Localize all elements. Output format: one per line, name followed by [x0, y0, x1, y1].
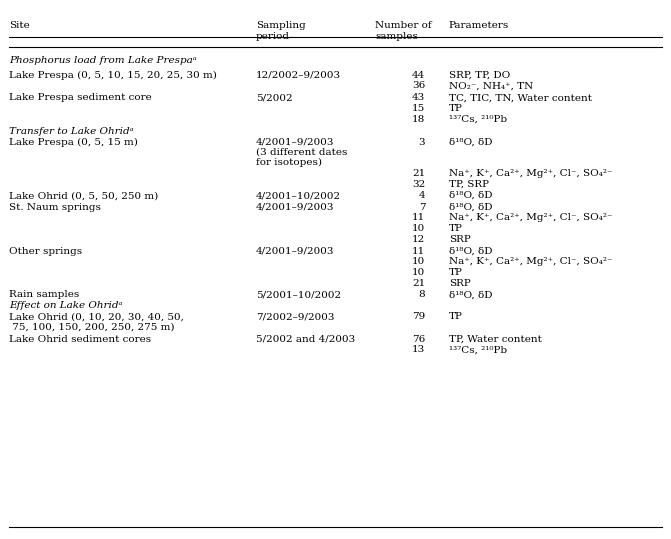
Text: 21: 21 [412, 279, 425, 288]
Text: TP: TP [449, 312, 462, 321]
Text: 76: 76 [412, 335, 425, 343]
Text: 18: 18 [412, 115, 425, 124]
Text: 4/2001–9/2003: 4/2001–9/2003 [256, 203, 334, 212]
Text: ¹³⁷Cs, ²¹⁰Pb: ¹³⁷Cs, ²¹⁰Pb [449, 115, 507, 124]
Text: TP: TP [449, 224, 462, 233]
Text: Na⁺, K⁺, Ca²⁺, Mg²⁺, Cl⁻, SO₄²⁻: Na⁺, K⁺, Ca²⁺, Mg²⁺, Cl⁻, SO₄²⁻ [449, 257, 612, 266]
Text: 4: 4 [419, 191, 425, 200]
Text: 10: 10 [412, 224, 425, 233]
Text: SRP: SRP [449, 235, 470, 244]
Text: 15: 15 [412, 104, 425, 113]
Text: Lake Prespa (0, 5, 15 m): Lake Prespa (0, 5, 15 m) [9, 138, 138, 147]
Text: 8: 8 [419, 291, 425, 299]
Text: 32: 32 [412, 180, 425, 189]
Text: TP, SRP: TP, SRP [449, 180, 488, 189]
Text: 13: 13 [412, 345, 425, 354]
Text: 5/2001–10/2002: 5/2001–10/2002 [256, 291, 341, 299]
Text: TP: TP [449, 268, 462, 277]
Text: 44: 44 [412, 71, 425, 80]
Text: 10: 10 [412, 257, 425, 266]
Text: Other springs: Other springs [9, 246, 83, 255]
Text: TC, TIC, TN, Water content: TC, TIC, TN, Water content [449, 93, 592, 102]
Text: Lake Ohrid (0, 10, 20, 30, 40, 50,: Lake Ohrid (0, 10, 20, 30, 40, 50, [9, 312, 185, 321]
Text: Phosphorus load from Lake Prespaᵃ: Phosphorus load from Lake Prespaᵃ [9, 56, 197, 65]
Text: 4/2001–10/2002: 4/2001–10/2002 [256, 191, 341, 200]
Text: TP: TP [449, 104, 462, 113]
Text: for isotopes): for isotopes) [256, 157, 321, 167]
Text: 5/2002: 5/2002 [256, 93, 293, 102]
Text: 4/2001–9/2003: 4/2001–9/2003 [256, 138, 334, 147]
Text: Parameters: Parameters [449, 22, 509, 30]
Text: SRP, TP, DO: SRP, TP, DO [449, 71, 510, 80]
Text: δ¹⁸O, δD: δ¹⁸O, δD [449, 191, 492, 200]
Text: 3: 3 [419, 138, 425, 147]
Text: 12: 12 [412, 235, 425, 244]
Text: 11: 11 [412, 213, 425, 223]
Text: δ¹⁸O, δD: δ¹⁸O, δD [449, 291, 492, 299]
Text: 43: 43 [412, 93, 425, 102]
Text: ¹³⁷Cs, ²¹⁰Pb: ¹³⁷Cs, ²¹⁰Pb [449, 345, 507, 354]
Text: NO₂⁻, NH₄⁺, TN: NO₂⁻, NH₄⁺, TN [449, 81, 533, 90]
Text: Na⁺, K⁺, Ca²⁺, Mg²⁺, Cl⁻, SO₄²⁻: Na⁺, K⁺, Ca²⁺, Mg²⁺, Cl⁻, SO₄²⁻ [449, 169, 612, 178]
Text: Lake Prespa sediment core: Lake Prespa sediment core [9, 93, 152, 102]
Text: St. Naum springs: St. Naum springs [9, 203, 101, 212]
Text: Effect on Lake Ohridᵃ: Effect on Lake Ohridᵃ [9, 301, 123, 310]
Text: 11: 11 [412, 246, 425, 255]
Text: 12/2002–9/2003: 12/2002–9/2003 [256, 71, 341, 80]
Text: (3 different dates: (3 different dates [256, 148, 347, 157]
Text: Lake Ohrid (0, 5, 50, 250 m): Lake Ohrid (0, 5, 50, 250 m) [9, 191, 158, 200]
Text: 10: 10 [412, 268, 425, 277]
Text: 36: 36 [412, 81, 425, 90]
Text: 7/2002–9/2003: 7/2002–9/2003 [256, 312, 334, 321]
Text: δ¹⁸O, δD: δ¹⁸O, δD [449, 203, 492, 212]
Text: 4/2001–9/2003: 4/2001–9/2003 [256, 246, 334, 255]
Text: Sampling
period: Sampling period [256, 22, 305, 41]
Text: Lake Ohrid sediment cores: Lake Ohrid sediment cores [9, 335, 152, 343]
Text: 7: 7 [419, 203, 425, 212]
Text: 79: 79 [412, 312, 425, 321]
Text: TP, Water content: TP, Water content [449, 335, 541, 343]
Text: Na⁺, K⁺, Ca²⁺, Mg²⁺, Cl⁻, SO₄²⁻: Na⁺, K⁺, Ca²⁺, Mg²⁺, Cl⁻, SO₄²⁻ [449, 213, 612, 223]
Text: Number of
samples: Number of samples [376, 22, 432, 41]
Text: Lake Prespa (0, 5, 10, 15, 20, 25, 30 m): Lake Prespa (0, 5, 10, 15, 20, 25, 30 m) [9, 71, 217, 80]
Text: δ¹⁸O, δD: δ¹⁸O, δD [449, 246, 492, 255]
Text: Site: Site [9, 22, 30, 30]
Text: 21: 21 [412, 169, 425, 178]
Text: Rain samples: Rain samples [9, 291, 80, 299]
Text: 75, 100, 150, 200, 250, 275 m): 75, 100, 150, 200, 250, 275 m) [9, 323, 175, 332]
Text: δ¹⁸O, δD: δ¹⁸O, δD [449, 138, 492, 147]
Text: 5/2002 and 4/2003: 5/2002 and 4/2003 [256, 335, 355, 343]
Text: SRP: SRP [449, 279, 470, 288]
Text: Transfer to Lake Ohridᵃ: Transfer to Lake Ohridᵃ [9, 127, 134, 136]
